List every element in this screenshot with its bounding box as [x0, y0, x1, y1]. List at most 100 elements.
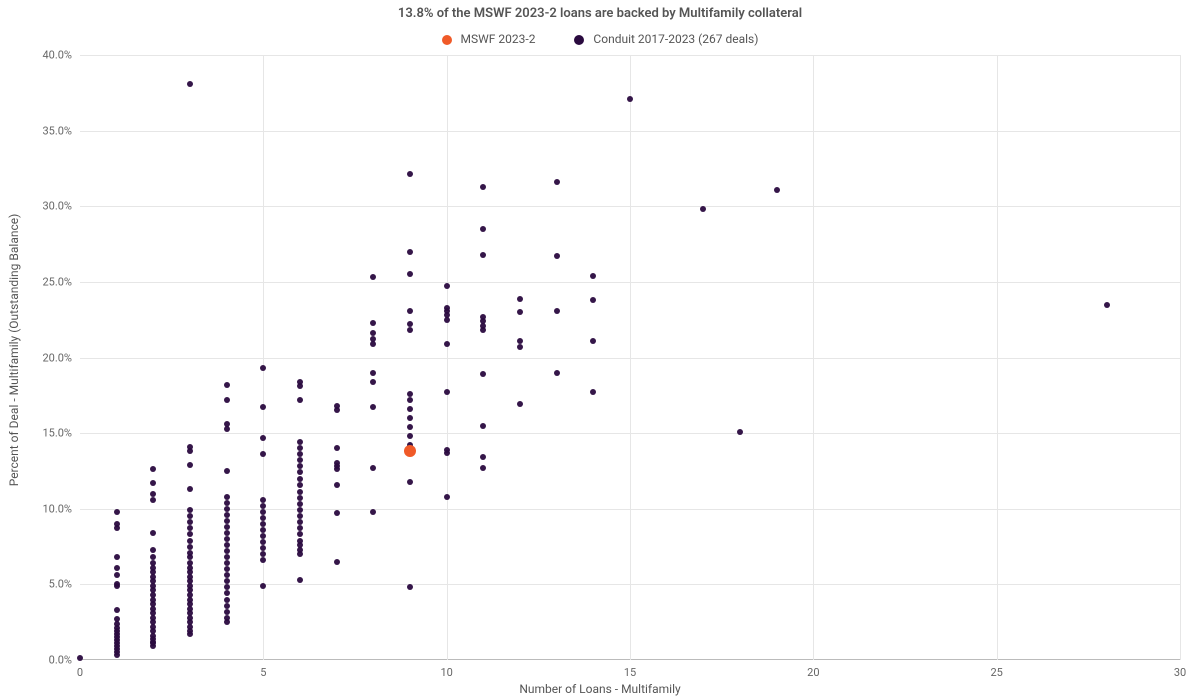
- data-point: [334, 559, 340, 565]
- data-point: [774, 187, 780, 193]
- data-point: [407, 249, 413, 255]
- data-point: [260, 557, 266, 563]
- data-point: [407, 321, 413, 327]
- data-point: [737, 429, 743, 435]
- data-point: [260, 539, 266, 545]
- data-point: [260, 583, 266, 589]
- data-point: [407, 584, 413, 590]
- data-point: [480, 226, 486, 232]
- data-point: [517, 309, 523, 315]
- gridline-v: [263, 55, 264, 660]
- data-point: [260, 497, 266, 503]
- x-tick-label: 0: [77, 660, 83, 679]
- data-point: [150, 530, 156, 536]
- data-point: [407, 327, 413, 333]
- data-point: [224, 468, 230, 474]
- data-point: [150, 480, 156, 486]
- data-point: [260, 365, 266, 371]
- data-point: [334, 403, 340, 409]
- chart-legend: MSWF 2023-2 Conduit 2017-2023 (267 deals…: [0, 32, 1200, 46]
- data-point: [224, 548, 230, 554]
- data-point: [370, 330, 376, 336]
- data-point: [224, 566, 230, 572]
- x-tick-label: 25: [990, 660, 1002, 679]
- data-point: [260, 509, 266, 515]
- data-point: [187, 560, 193, 566]
- data-point: [370, 509, 376, 515]
- data-point: [297, 457, 303, 463]
- data-point: [480, 371, 486, 377]
- data-point: [187, 531, 193, 537]
- data-point: [114, 521, 120, 527]
- data-point: [297, 469, 303, 475]
- data-point: [224, 512, 230, 518]
- scatter-chart: 13.8% of the MSWF 2023-2 loans are backe…: [0, 0, 1200, 700]
- data-point: [187, 507, 193, 513]
- data-point: [407, 479, 413, 485]
- data-point: [590, 273, 596, 279]
- data-point: [224, 603, 230, 609]
- data-point: [407, 406, 413, 412]
- data-point: [224, 542, 230, 548]
- data-point: [554, 370, 560, 376]
- x-tick-label: 10: [440, 660, 452, 679]
- x-tick-label: 30: [1174, 660, 1186, 679]
- data-point: [297, 439, 303, 445]
- y-tick-label: 30.0%: [42, 200, 80, 213]
- data-point: [370, 320, 376, 326]
- data-point: [407, 397, 413, 403]
- y-tick-label: 15.0%: [42, 427, 80, 440]
- data-point: [334, 510, 340, 516]
- chart-title: 13.8% of the MSWF 2023-2 loans are backe…: [0, 6, 1200, 21]
- data-point: [187, 462, 193, 468]
- data-point: [260, 545, 266, 551]
- data-point: [297, 507, 303, 513]
- plot-area: 0.0%5.0%10.0%15.0%20.0%25.0%30.0%35.0%40…: [80, 55, 1180, 660]
- data-point: [224, 597, 230, 603]
- data-point: [187, 519, 193, 525]
- y-tick-label: 20.0%: [42, 351, 80, 364]
- data-point: [480, 184, 486, 190]
- data-point: [187, 513, 193, 519]
- y-tick-label: 35.0%: [42, 124, 80, 137]
- data-point: [150, 560, 156, 566]
- y-tick-label: 40.0%: [42, 49, 80, 62]
- data-point: [334, 445, 340, 451]
- data-point: [114, 616, 120, 622]
- data-point: [260, 435, 266, 441]
- data-point: [260, 515, 266, 521]
- data-point: [517, 344, 523, 350]
- data-point: [297, 476, 303, 482]
- data-point: [297, 531, 303, 537]
- data-point: [187, 525, 193, 531]
- data-point: [444, 447, 450, 453]
- data-point: [224, 397, 230, 403]
- data-point: [114, 607, 120, 613]
- data-point: [224, 578, 230, 584]
- legend-swatch-conduit: [574, 35, 584, 45]
- data-point: [554, 253, 560, 259]
- data-point: [370, 336, 376, 342]
- data-point: [224, 609, 230, 615]
- data-point: [224, 572, 230, 578]
- data-point: [297, 489, 303, 495]
- data-point: [517, 296, 523, 302]
- data-point: [334, 460, 340, 466]
- data-point: [187, 550, 193, 556]
- data-point: [224, 554, 230, 560]
- x-axis-label: Number of Loans - Multifamily: [519, 682, 680, 696]
- data-point: [480, 465, 486, 471]
- data-point: [260, 451, 266, 457]
- data-point: [297, 445, 303, 451]
- data-point: [517, 401, 523, 407]
- data-point: [404, 445, 416, 457]
- data-point: [224, 584, 230, 590]
- data-point: [114, 565, 120, 571]
- data-point: [224, 560, 230, 566]
- legend-label-conduit: Conduit 2017-2023 (267 deals): [593, 32, 758, 46]
- data-point: [224, 500, 230, 506]
- y-axis-label: Percent of Deal - Multifamily (Outstandi…: [7, 214, 21, 487]
- legend-item-highlight: MSWF 2023-2: [442, 32, 536, 46]
- data-point: [590, 297, 596, 303]
- gridline-v: [630, 55, 631, 660]
